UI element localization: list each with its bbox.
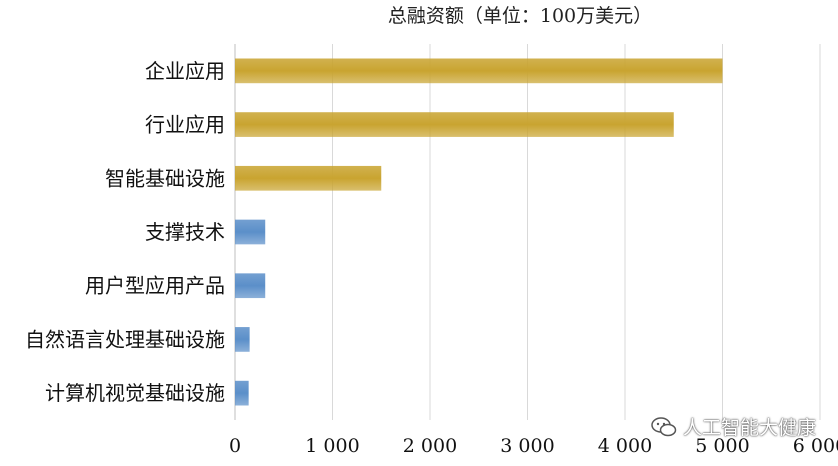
bar [235, 165, 382, 191]
category-labels: 企业应用行业应用智能基础设施支撑技术用户型应用产品自然语言处理基础设施计算机视觉… [25, 59, 225, 405]
bar [235, 219, 266, 245]
watermark: 人工智能大健康 [651, 413, 816, 440]
chart-title: 总融资额（单位：100万美元） [388, 5, 652, 27]
category-label: 支撑技术 [145, 220, 225, 244]
bars [235, 58, 723, 406]
category-label: 企业应用 [145, 59, 225, 83]
x-tick-label: 4 000 [598, 435, 652, 457]
category-label: 计算机视觉基础设施 [45, 381, 225, 405]
bar [235, 58, 723, 84]
category-label: 自然语言处理基础设施 [25, 327, 225, 351]
x-tick-label: 5 000 [695, 435, 749, 457]
bar [235, 327, 250, 352]
x-tick-label: 1 000 [305, 435, 359, 457]
category-label: 用户型应用产品 [85, 274, 225, 298]
watermark-text: 人工智能大健康 [682, 417, 816, 439]
wechat-icon [651, 416, 677, 436]
bar [235, 273, 266, 299]
bar [235, 112, 674, 137]
x-tick-label: 0 [229, 435, 241, 457]
bar [235, 380, 249, 406]
category-label: 智能基础设施 [105, 166, 225, 190]
x-tick-label: 3 000 [500, 435, 554, 457]
x-tick-label: 6 000 [793, 435, 838, 457]
category-label: 行业应用 [145, 113, 225, 137]
x-tick-labels: 0 1 000 2 000 3 000 4 000 5 000 6 000 [229, 435, 838, 457]
x-tick-label: 2 000 [403, 435, 457, 457]
grid-lines [234, 44, 821, 420]
